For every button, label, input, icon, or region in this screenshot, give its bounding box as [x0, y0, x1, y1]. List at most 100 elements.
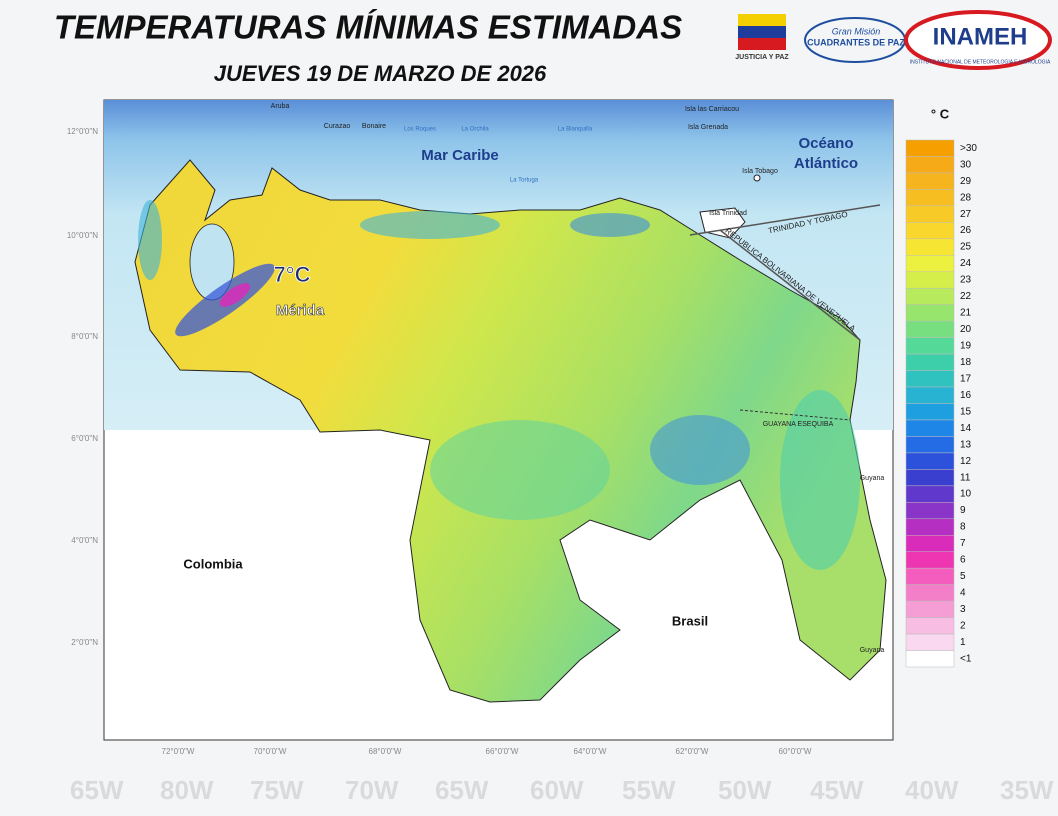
legend-swatch: [905, 436, 955, 454]
legend-label: 1: [960, 637, 966, 648]
legend-label: 5: [960, 571, 966, 582]
map-label: Aruba: [271, 103, 290, 110]
legend-swatch: [905, 452, 955, 470]
lon-tick-label: 60°0'0"W: [779, 747, 812, 756]
legend-label: 18: [960, 357, 972, 368]
background-label: 80W: [160, 775, 214, 805]
legend-label: 29: [960, 176, 972, 187]
map-label: Bonaire: [362, 123, 386, 130]
flag: [738, 26, 786, 38]
logo-text: JUSTICIA Y PAZ: [735, 54, 789, 61]
highlight-place: Mérida: [276, 302, 325, 319]
map-label: La Tortuga: [510, 178, 539, 184]
legend-swatch: [905, 172, 955, 190]
lat-tick-label: 8°0'0"N: [71, 332, 98, 341]
temp-zone: [780, 390, 860, 570]
legend-swatch: [905, 633, 955, 651]
legend-label: 24: [960, 258, 972, 269]
map-label: GUAYANA ESEQUIBA: [763, 421, 834, 428]
map-label: Océano: [798, 135, 853, 152]
legend-swatch: [905, 518, 955, 536]
map-label: Colombia: [183, 556, 243, 571]
background-label: 35W: [1000, 775, 1054, 805]
background-label: 75W: [250, 775, 304, 805]
map-label: Brasil: [672, 613, 708, 628]
legend-swatch: [905, 139, 955, 157]
legend-label: 8: [960, 522, 966, 533]
legend-swatch: [905, 353, 955, 371]
logo-text: CUADRANTES DE PAZ: [807, 37, 905, 47]
map-label: La Blanquilla: [558, 127, 593, 133]
legend-swatch: [905, 271, 955, 289]
legend-label: 12: [960, 456, 972, 467]
lat-tick-label: 4°0'0"N: [71, 536, 98, 545]
lat-tick-label: 10°0'0"N: [67, 231, 98, 240]
legend-swatch: [905, 403, 955, 421]
map-label: Isla las Carriacou: [685, 106, 739, 113]
legend-swatch: [905, 419, 955, 437]
temp-zone: [650, 415, 750, 485]
legend-swatch: [905, 238, 955, 256]
legend-swatch: [905, 469, 955, 487]
map-label: Isla Grenada: [688, 124, 728, 131]
map-label: Los Roques: [404, 127, 436, 133]
background-label: 60W: [530, 775, 584, 805]
inameh-logo: [904, 10, 1052, 70]
legend-label: >30: [960, 143, 977, 154]
lon-tick-label: 62°0'0"W: [676, 747, 709, 756]
temp-zone: [360, 211, 500, 239]
legend-label: 10: [960, 489, 972, 500]
legend-swatch: [905, 617, 955, 635]
legend-label: 11: [960, 472, 971, 483]
legend-swatch: [905, 370, 955, 388]
legend-label: 6: [960, 555, 966, 566]
legend-label: 28: [960, 192, 972, 203]
background-label: 40W: [905, 775, 959, 805]
legend-label: 27: [960, 209, 972, 220]
legend-label: 25: [960, 242, 972, 253]
lon-tick-label: 72°0'0"W: [162, 747, 195, 756]
legend-swatch: [905, 386, 955, 404]
map-label: Atlántico: [794, 155, 858, 172]
legend-swatch: [905, 650, 955, 668]
andes-coldest: [219, 283, 251, 307]
subtitle: JUEVES 19 DE MARZO DE 2026: [214, 61, 547, 86]
legend-swatch: [905, 222, 955, 240]
legend-swatch: [905, 156, 955, 174]
lon-tick-label: 66°0'0"W: [486, 747, 519, 756]
background-label: 50W: [718, 775, 772, 805]
legend-label: 15: [960, 406, 972, 417]
legend-swatch: [905, 320, 955, 338]
map-label: Guyana: [860, 475, 885, 482]
legend-label: 14: [960, 423, 972, 434]
logo-text: INAMEH: [933, 23, 1028, 50]
lon-tick-label: 64°0'0"W: [574, 747, 607, 756]
title: TEMPERATURAS MÍNIMAS ESTIMADAS: [54, 9, 682, 46]
map-label: Mar Caribe: [421, 147, 499, 164]
lat-tick-label: 2°0'0"N: [71, 638, 98, 647]
legend-label: 7: [960, 538, 966, 549]
legend-swatch: [905, 600, 955, 618]
temp-zone: [138, 200, 162, 280]
legend-label: 23: [960, 275, 972, 286]
logo-text: Gran Misión: [832, 26, 881, 36]
legend-swatch: [905, 502, 955, 520]
legend-label: 16: [960, 390, 972, 401]
legend-label: 9: [960, 505, 966, 516]
flag: [738, 14, 786, 26]
highlight-value: 7°C: [274, 262, 311, 287]
lon-tick-label: 70°0'0"W: [254, 747, 287, 756]
legend-unit: ° C: [931, 106, 950, 121]
trinidad: [699, 207, 746, 239]
temp-zone: [570, 213, 650, 237]
map-label: Isla Tobago: [742, 168, 778, 175]
background-label: 65W: [70, 775, 124, 805]
tobago: [753, 174, 761, 182]
legend-label: 3: [960, 604, 966, 615]
legend-label: 17: [960, 373, 972, 384]
lat-tick-label: 6°0'0"N: [71, 434, 98, 443]
legend-swatch: [905, 304, 955, 322]
background-label: 70W: [345, 775, 399, 805]
